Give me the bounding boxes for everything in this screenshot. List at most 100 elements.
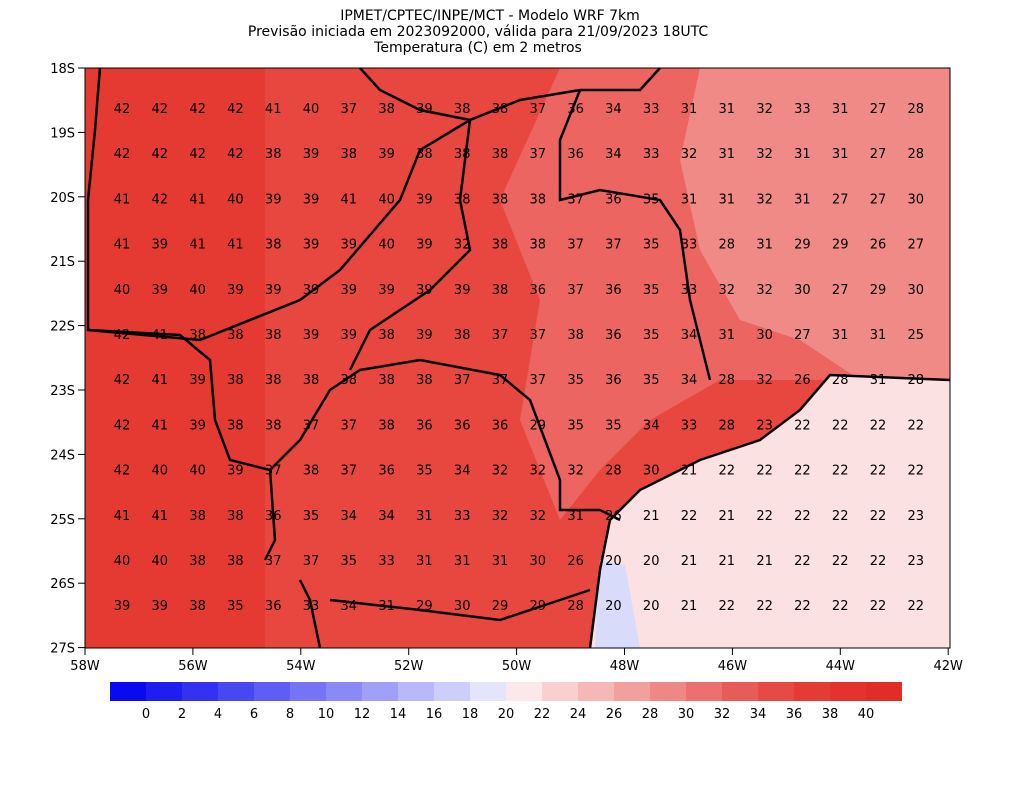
colorbar-box <box>470 682 506 701</box>
temperature-value: 39 <box>416 102 433 117</box>
temperature-value: 22 <box>832 464 849 479</box>
temperature-value: 36 <box>605 328 622 343</box>
temperature-value: 33 <box>681 238 698 253</box>
title: IPMET/CPTEC/INPE/MCT - Modelo WRF 7km <box>340 8 640 24</box>
temperature-value: 41 <box>341 192 358 207</box>
colorbar-box <box>218 682 254 701</box>
colorbar-label: 8 <box>286 707 294 722</box>
colorbar-box <box>146 682 182 701</box>
temperature-value: 31 <box>794 192 811 207</box>
colorbar-box <box>830 682 866 701</box>
temperature-value: 21 <box>719 554 736 569</box>
temperature-value: 22 <box>719 599 736 614</box>
temperature-value: 38 <box>341 147 358 162</box>
temperature-value: 27 <box>870 102 887 117</box>
temperature-value: 42 <box>152 102 169 117</box>
temperature-value: 37 <box>530 147 547 162</box>
temperature-value: 35 <box>643 238 660 253</box>
lon-label: 54W <box>286 659 316 674</box>
colorbar-label: 18 <box>462 707 479 722</box>
temperature-value: 39 <box>189 418 206 433</box>
temperature-value: 37 <box>492 328 509 343</box>
temperature-value: 38 <box>492 283 509 298</box>
temperature-value: 38 <box>567 328 584 343</box>
temperature-value: 42 <box>114 373 131 388</box>
lat-label: 21S <box>50 255 75 270</box>
colorbar-box <box>614 682 650 701</box>
colorbar-box <box>326 682 362 701</box>
temperature-value: 38 <box>227 418 244 433</box>
temperature-value: 39 <box>416 238 433 253</box>
temperature-value: 38 <box>492 147 509 162</box>
temperature-value: 30 <box>756 328 773 343</box>
temperature-value: 37 <box>303 554 320 569</box>
temperature-value: 22 <box>870 509 887 524</box>
temperature-value: 36 <box>567 147 584 162</box>
temperature-value: 37 <box>265 464 282 479</box>
temperature-value: 37 <box>492 373 509 388</box>
lon-label: 58W <box>70 659 100 674</box>
temperature-value: 31 <box>756 238 773 253</box>
colorbar-label: 4 <box>214 707 222 722</box>
temperature-value: 30 <box>643 464 660 479</box>
temperature-value: 39 <box>341 238 358 253</box>
temperature-value: 38 <box>189 554 206 569</box>
temperature-value: 30 <box>794 283 811 298</box>
temperature-value: 38 <box>416 147 433 162</box>
temperature-value: 33 <box>454 509 471 524</box>
temperature-value: 40 <box>378 238 395 253</box>
colorbar-label: 26 <box>606 707 623 722</box>
temperature-value: 32 <box>492 464 509 479</box>
temperature-value: 38 <box>265 328 282 343</box>
temperature-value: 35 <box>643 192 660 207</box>
temperature-value: 38 <box>454 102 471 117</box>
temperature-value: 26 <box>794 373 811 388</box>
temperature-value: 37 <box>265 554 282 569</box>
temperature-value: 42 <box>114 102 131 117</box>
lat-label: 25S <box>50 513 75 528</box>
lat-label: 23S <box>50 384 75 399</box>
temperature-value: 40 <box>303 102 320 117</box>
temperature-value: 28 <box>605 464 622 479</box>
colorbar-box <box>434 682 470 701</box>
temperature-value: 34 <box>681 328 698 343</box>
temperature-value: 22 <box>870 464 887 479</box>
temperature-value: 31 <box>492 554 509 569</box>
temperature-value: 38 <box>378 373 395 388</box>
temperature-value: 21 <box>756 554 773 569</box>
borders <box>86 67 951 649</box>
temperature-value: 36 <box>378 464 395 479</box>
colorbar-box <box>542 682 578 701</box>
colorbar-box <box>290 682 326 701</box>
temperature-value: 20 <box>643 554 660 569</box>
colorbar-label: 24 <box>570 707 587 722</box>
temperature-value: 39 <box>378 147 395 162</box>
temperature-value: 31 <box>719 328 736 343</box>
temperature-value: 30 <box>454 599 471 614</box>
frame <box>84 67 951 649</box>
temperature-value: 39 <box>416 192 433 207</box>
temperature-value: 31 <box>416 509 433 524</box>
temperature-value: 34 <box>341 599 358 614</box>
temperature-value: 38 <box>189 599 206 614</box>
temperature-value: 37 <box>530 373 547 388</box>
temperature-value: 21 <box>643 509 660 524</box>
temperature-value: 31 <box>567 509 584 524</box>
temperature-value: 41 <box>114 238 131 253</box>
temperature-value: 38 <box>189 328 206 343</box>
colorbar-label: 16 <box>426 707 443 722</box>
temperature-value: 32 <box>492 509 509 524</box>
temperature-value: 34 <box>681 373 698 388</box>
temperature-value: 42 <box>114 147 131 162</box>
temperature-value: 26 <box>870 238 887 253</box>
temperature-value: 39 <box>265 192 282 207</box>
temperature-value: 39 <box>303 147 320 162</box>
temperature-value: 33 <box>794 102 811 117</box>
temperature-value: 40 <box>152 554 169 569</box>
temperature-value: 36 <box>605 192 622 207</box>
colorbar-label: 40 <box>858 707 875 722</box>
temperature-value: 29 <box>492 599 509 614</box>
temperature-value: 38 <box>454 328 471 343</box>
temperature-value: 22 <box>719 464 736 479</box>
temperature-value: 31 <box>719 147 736 162</box>
